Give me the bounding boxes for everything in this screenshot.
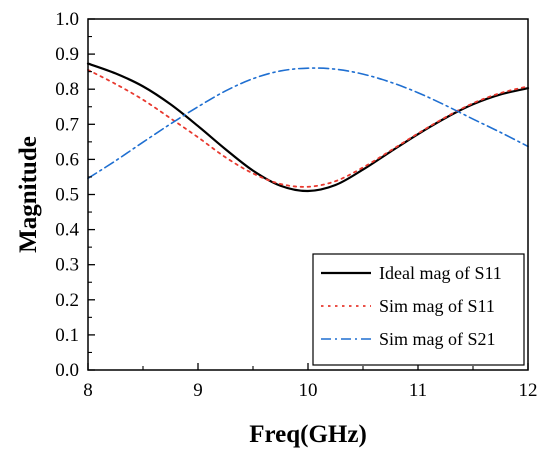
x-tick-label: 12 (519, 380, 538, 401)
series-line-sim-mag-of-s11 (87, 68, 529, 188)
y-axis: 0.0 0.1 0.2 0.3 0.4 0.5 0.6 0.7 0.8 0.9 1.0 (55, 9, 95, 381)
y-tick-label: 0.4 (55, 220, 79, 241)
legend-label: Ideal mag of S11 (379, 263, 502, 283)
series-line-sim-mag-of-s21 (87, 67, 529, 180)
x-tick-label: 9 (193, 380, 203, 401)
y-tick-label: 0.9 (55, 44, 79, 65)
x-axis-title: Freq(GHz) (249, 421, 367, 448)
y-tick-label: 0.5 (55, 185, 79, 206)
x-axis: 8 9 10 11 12 (83, 363, 538, 401)
series-line-ideal-mag-of-s11 (86, 62, 530, 193)
y-tick-label: 0.3 (55, 255, 79, 276)
y-tick-label: 0.1 (55, 325, 79, 346)
y-axis-title: Magnitude (15, 136, 42, 253)
y-tick-label: 0.6 (55, 149, 79, 170)
legend-label: Sim mag of S21 (379, 329, 496, 349)
y-tick-label: 0.2 (55, 290, 79, 311)
y-tick-label: 1.0 (55, 9, 79, 30)
legend: Ideal mag of S11 Sim mag of S11 Sim mag of… (312, 253, 525, 366)
y-tick-label: 0.8 (55, 79, 79, 100)
x-tick-label: 8 (83, 380, 93, 401)
legend-label: Sim mag of S11 (379, 296, 495, 316)
y-tick-label: 0.0 (55, 360, 79, 381)
plot-lines (86, 62, 530, 193)
y-tick-label: 0.7 (55, 114, 79, 135)
x-tick-label: 10 (299, 380, 318, 401)
x-tick-label: 11 (409, 380, 427, 401)
